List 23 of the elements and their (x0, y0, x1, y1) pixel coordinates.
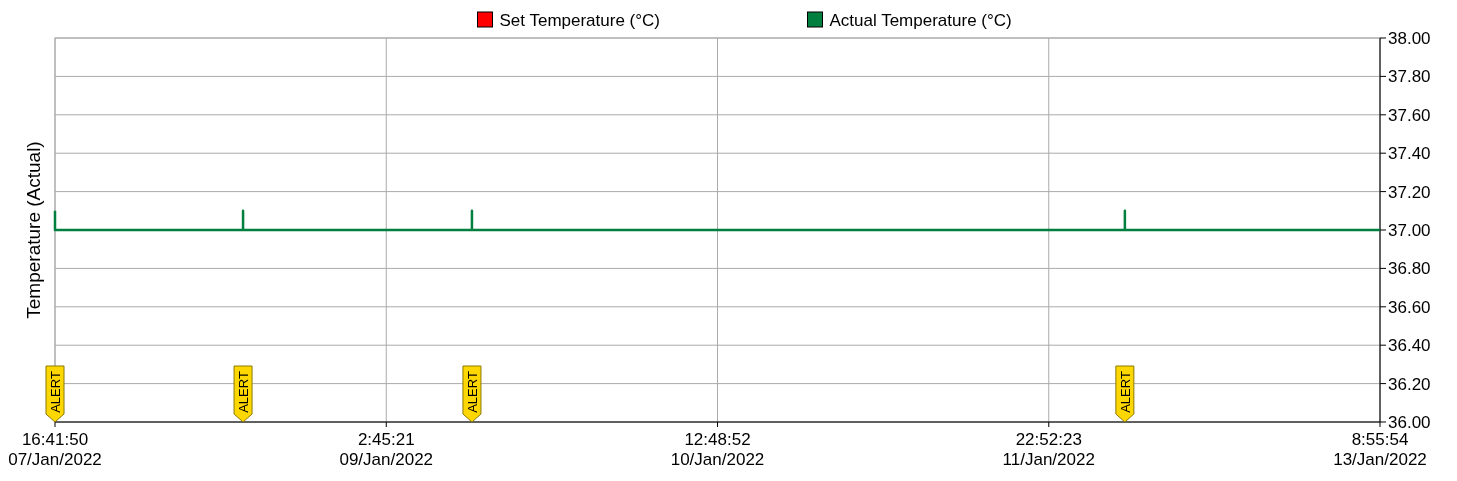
y-axis-title: Temperature (Actual) (23, 141, 44, 319)
legend-label: Set Temperature (°C) (499, 10, 660, 30)
y-tick-label: 37.40 (1388, 144, 1431, 164)
y-tick-label: 37.60 (1388, 105, 1431, 125)
y-tick-label: 37.00 (1388, 220, 1431, 240)
annotation: ALERT (48, 371, 63, 413)
annotation: ALERT (236, 371, 252, 413)
y-tick-label: 37.80 (1388, 67, 1431, 87)
x-tick-label: 12:48:52 10/Jan/2022 (670, 430, 765, 469)
x-tick-label: 8:55:54 13/Jan/2022 (1333, 430, 1427, 469)
x-tick-label: 16:41:50 07/Jan/2022 (8, 430, 102, 469)
annotation: ALERT (1117, 371, 1133, 413)
annotation: ALERT (464, 371, 480, 413)
y-tick-label: 37.20 (1388, 182, 1431, 202)
legend-label: Actual Temperature (°C) (829, 10, 1012, 30)
y-tick-label: 36.40 (1388, 336, 1431, 356)
y-tick-label: 36.60 (1388, 297, 1431, 317)
y-tick-label: 36.20 (1388, 374, 1431, 394)
y-tick-label: 38.00 (1388, 28, 1431, 48)
y-tick-label: 36.80 (1388, 259, 1431, 279)
x-tick-label: 22:52:23 11/Jan/2022 (1002, 430, 1095, 469)
y-tick-label: 36.00 (1388, 412, 1431, 432)
x-tick-label: 2:45:21 09/Jan/2022 (339, 430, 434, 469)
